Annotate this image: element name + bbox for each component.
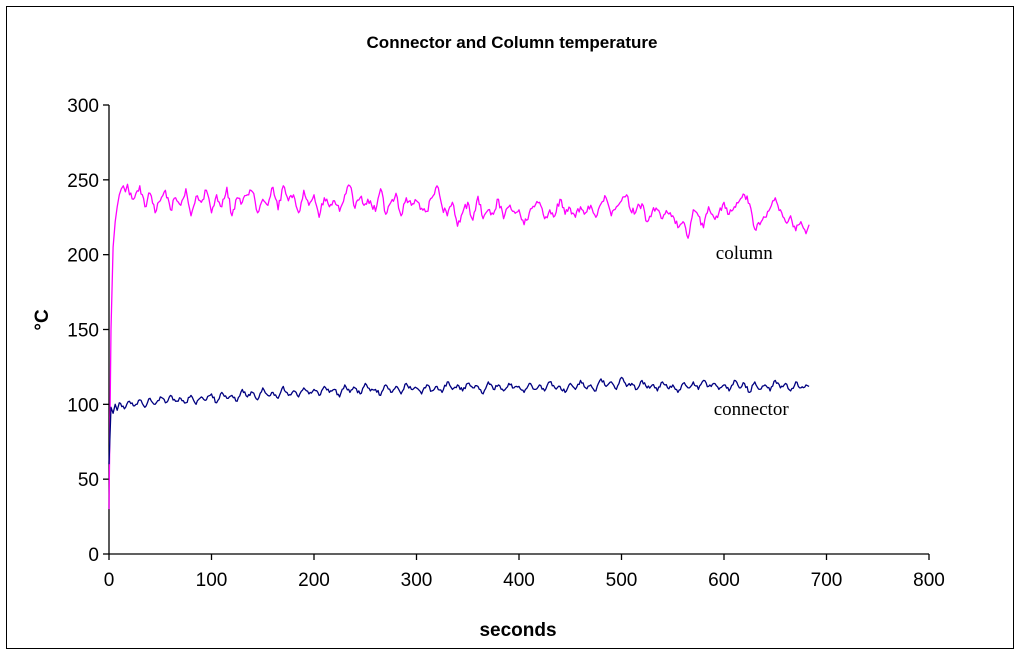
x-tick-label: 800 <box>913 570 945 591</box>
x-tick-label: 500 <box>606 570 638 591</box>
y-tick-label: 50 <box>78 470 99 491</box>
y-tick-label: 100 <box>67 395 99 416</box>
series-line-column <box>108 183 810 510</box>
y-tick-label: 150 <box>67 321 99 342</box>
y-tick-label: 300 <box>67 96 99 117</box>
x-tick-label: 600 <box>708 570 740 591</box>
chart-frame <box>6 6 1014 649</box>
series-line-connector <box>108 376 810 465</box>
x-tick-label: 100 <box>196 570 228 591</box>
x-tick-label: 400 <box>503 570 535 591</box>
y-tick-label: 250 <box>67 171 99 192</box>
y-axis-title: °C <box>32 309 53 331</box>
x-tick-label: 300 <box>401 570 433 591</box>
y-tick-label: 200 <box>67 246 99 267</box>
annotation-column: column <box>716 243 773 264</box>
x-tick-label: 0 <box>104 570 115 591</box>
plot-area: 0 50 100 150 200 250 300 0 100 200 300 400 500 600 700… <box>67 96 945 591</box>
x-tick-label: 700 <box>811 570 843 591</box>
chart-title: Connector and Column temperature <box>367 33 658 52</box>
x-tick-label: 200 <box>298 570 330 591</box>
x-axis-title: seconds <box>479 620 556 641</box>
y-tick-label: 0 <box>88 545 99 566</box>
annotation-connector: connector <box>714 399 790 420</box>
